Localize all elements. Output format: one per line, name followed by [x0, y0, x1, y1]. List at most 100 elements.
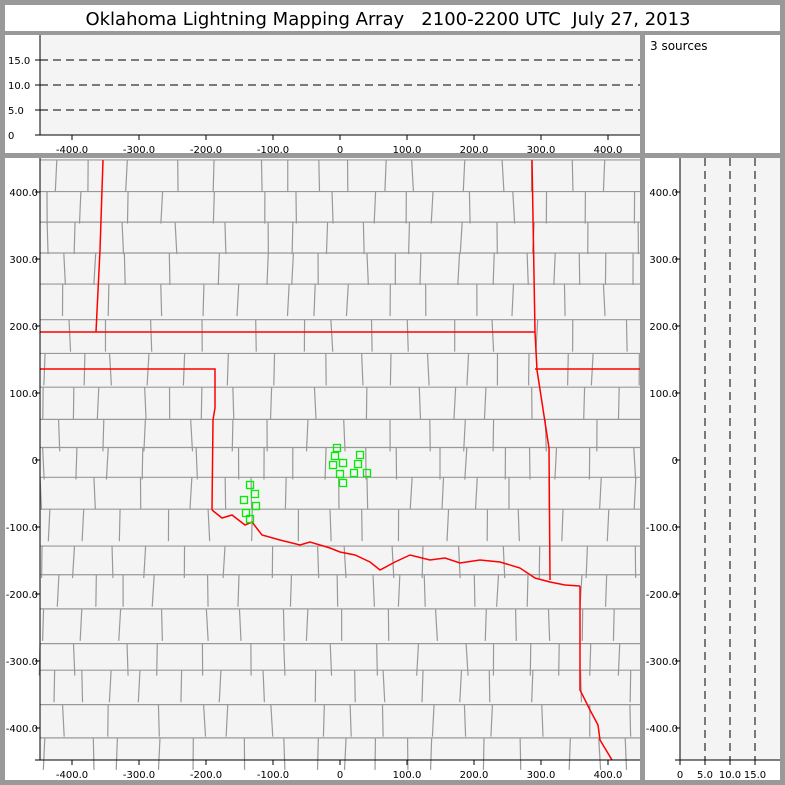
county-line: [345, 284, 349, 317]
county-line: [316, 737, 319, 770]
county-line: [47, 509, 51, 542]
county-line: [324, 447, 327, 480]
county-line: [68, 319, 72, 352]
side-y-tick-label: 0: [672, 456, 678, 467]
county-line: [137, 670, 141, 703]
county-line: [411, 159, 415, 192]
county-line: [612, 608, 615, 641]
state-line-arkansas-texas: [579, 586, 613, 761]
county-line: [283, 737, 286, 770]
county-line: [604, 574, 608, 607]
county-line: [313, 284, 316, 317]
county-line: [144, 387, 147, 420]
county-line: [262, 670, 265, 703]
county-line: [331, 191, 334, 224]
county-line: [322, 704, 325, 737]
county-line: [343, 737, 347, 770]
county-line: [269, 387, 273, 420]
county-line: [238, 608, 242, 641]
lightning-source-marker: [250, 489, 260, 499]
lightning-source-marker: [330, 451, 340, 461]
county-line: [474, 477, 478, 510]
altitude-x-tick-label: 400.0: [594, 145, 623, 156]
county-line: [151, 574, 155, 607]
map-y-tick-label: -400.0: [6, 724, 38, 735]
county-line: [222, 546, 226, 579]
county-line: [629, 670, 632, 703]
county-line: [349, 704, 352, 737]
county-line: [143, 546, 147, 579]
county-line: [143, 419, 146, 452]
county-line: [361, 353, 364, 386]
altitude-y-tick-label: 10.0: [8, 81, 30, 92]
county-line: [111, 546, 114, 579]
map-x-tick-label: 100.0: [393, 770, 422, 781]
county-line: [237, 574, 240, 607]
state-boundaries: [40, 159, 640, 761]
county-line: [157, 737, 161, 770]
county-line: [459, 222, 463, 255]
altitude-x-tick-label: -300.0: [123, 145, 155, 156]
altitude-x-tick-label: 0: [337, 145, 343, 156]
county-line: [205, 608, 209, 641]
title-bar: [5, 5, 780, 31]
county-line: [202, 284, 205, 317]
county-line: [501, 159, 505, 192]
lightning-source-marker: [349, 468, 359, 478]
county-line: [108, 670, 112, 703]
county-line: [488, 670, 491, 703]
county-line: [305, 419, 309, 452]
info-panel: [645, 35, 780, 153]
county-line: [421, 546, 424, 579]
map-y-tick-label: -100.0: [6, 523, 38, 534]
side-x-tick-label: 5.0: [697, 770, 713, 781]
county-line: [168, 252, 171, 286]
county-line: [190, 419, 194, 452]
county-line: [484, 608, 487, 641]
county-line: [466, 353, 470, 386]
page-title: Oklahoma Lightning Mapping Array 2100-22…: [85, 9, 690, 30]
county-line: [463, 419, 466, 452]
lightning-source-marker: [335, 469, 345, 479]
map-x-tick-label: -300.0: [123, 770, 155, 781]
county-line: [93, 252, 97, 286]
county-line: [71, 546, 76, 579]
county-line: [56, 574, 60, 607]
county-line: [409, 477, 413, 510]
county-line: [343, 546, 347, 579]
county-line: [598, 737, 602, 770]
altitude-x-tick-label: 100.0: [393, 145, 422, 156]
county-line: [491, 319, 495, 352]
county-line: [286, 284, 290, 317]
map-x-tick-label: 300.0: [527, 770, 556, 781]
county-line: [421, 670, 424, 703]
county-line: [125, 159, 128, 192]
county-line: [391, 546, 395, 579]
county-line: [406, 319, 409, 352]
county-line: [75, 447, 78, 480]
county-line: [389, 353, 392, 386]
county-line: [629, 704, 632, 737]
county-boundaries: [38, 159, 640, 770]
county-line: [313, 387, 317, 420]
county-line: [366, 252, 369, 286]
county-line: [343, 419, 346, 452]
county-line: [502, 546, 506, 579]
state-line-oklahoma-east: [531, 159, 551, 581]
county-line: [441, 477, 445, 510]
county-line: [468, 191, 471, 224]
county-line: [236, 284, 240, 317]
altitude-y-tick-label: 15.0: [8, 56, 30, 67]
county-line: [46, 222, 49, 255]
lightning-source-marker: [338, 458, 348, 468]
county-line: [625, 319, 628, 352]
lightning-source-marker: [251, 501, 261, 511]
county-line: [81, 670, 84, 703]
side-x-tick-label: 15.0: [744, 770, 766, 781]
altitude-x-tick-label: -100.0: [257, 145, 289, 156]
county-line: [571, 159, 574, 192]
county-line: [53, 670, 56, 703]
county-line: [511, 284, 515, 317]
county-line: [606, 509, 610, 542]
county-line: [121, 222, 125, 255]
